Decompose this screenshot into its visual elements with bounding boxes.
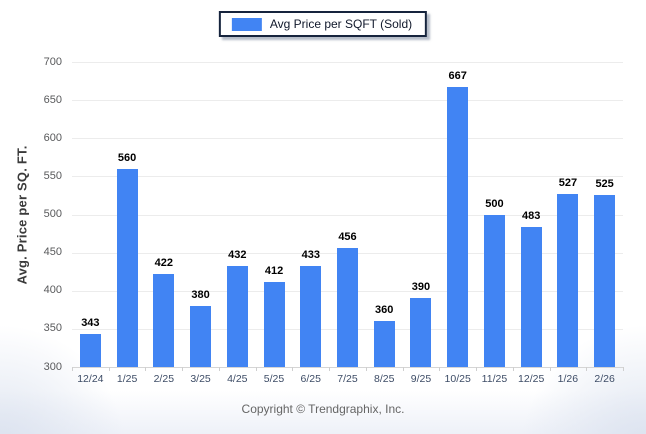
bar bbox=[373, 321, 395, 367]
bar bbox=[447, 87, 469, 367]
x-axis-tick-label: 1/26 bbox=[557, 373, 579, 385]
x-axis-tick-label: 2/25 bbox=[153, 373, 175, 385]
y-axis-tick-label: 300 bbox=[43, 360, 62, 373]
bar bbox=[226, 266, 248, 367]
bar-value-label: 527 bbox=[558, 176, 578, 189]
bar-value-label: 560 bbox=[117, 151, 137, 164]
x-axis-tick-label: 11/25 bbox=[481, 373, 508, 385]
bar bbox=[337, 248, 358, 367]
y-axis-tick-label: 500 bbox=[43, 208, 62, 220]
x-axis-tick-mark bbox=[108, 367, 110, 371]
x-axis-tick-mark bbox=[292, 367, 294, 371]
x-axis-tick-mark bbox=[218, 367, 220, 371]
x-axis-tick-mark bbox=[402, 367, 404, 371]
x-axis-line bbox=[72, 367, 623, 368]
x-axis-tick-mark bbox=[329, 367, 331, 371]
bar bbox=[263, 281, 285, 367]
x-axis-tick-label: 8/25 bbox=[374, 373, 395, 385]
bar-value-label: 390 bbox=[411, 281, 431, 294]
legend-label: Avg Price per SQFT (Sold) bbox=[269, 17, 413, 31]
bar bbox=[483, 214, 505, 367]
x-axis-tick-mark bbox=[512, 367, 514, 371]
x-axis-tick-mark bbox=[255, 367, 257, 371]
y-axis-tick-label: 550 bbox=[43, 169, 62, 182]
gridline bbox=[72, 62, 623, 63]
bar bbox=[300, 265, 322, 367]
y-axis-tick-label: 650 bbox=[43, 93, 62, 106]
x-axis-tick-label: 12/24 bbox=[77, 373, 104, 385]
bar bbox=[520, 227, 542, 367]
bar-value-label: 433 bbox=[301, 248, 320, 261]
copyright-text: Copyright © Trendgraphix, Inc. bbox=[241, 402, 405, 416]
x-axis-tick-label: 4/25 bbox=[227, 373, 248, 385]
bar bbox=[557, 193, 579, 367]
x-axis-tick-label: 5/25 bbox=[263, 373, 285, 385]
y-axis-tick-label: 450 bbox=[43, 246, 62, 259]
legend: Avg Price per SQFT (Sold) bbox=[218, 11, 428, 37]
bar-value-label: 483 bbox=[521, 210, 541, 223]
plot-area: 343 12/24 560 1/25 422 2/25 380 3/25 432 4/25 412 5… bbox=[72, 62, 624, 385]
gridline bbox=[72, 100, 623, 102]
bar bbox=[79, 334, 101, 367]
x-axis-tick-label: 9/25 bbox=[410, 373, 432, 385]
bar-value-label: 667 bbox=[448, 70, 467, 83]
y-axis-tick-label: 700 bbox=[43, 55, 62, 68]
bar bbox=[153, 273, 175, 367]
x-axis-tick-mark bbox=[549, 367, 551, 371]
x-axis-tick-label: 10/25 bbox=[444, 373, 471, 385]
bar-value-label: 360 bbox=[375, 304, 394, 317]
x-axis-tick-label: 12/25 bbox=[518, 373, 545, 385]
bar-value-label: 412 bbox=[264, 264, 284, 277]
bar bbox=[594, 195, 616, 367]
x-axis-tick-label: 7/25 bbox=[337, 373, 358, 385]
x-axis-tick-label: 1/25 bbox=[116, 373, 138, 385]
y-axis-tick-label: 350 bbox=[43, 322, 62, 335]
bar-value-label: 500 bbox=[485, 197, 504, 210]
x-axis-tick-mark bbox=[439, 367, 441, 371]
gridline bbox=[72, 138, 623, 140]
gridline bbox=[72, 176, 623, 178]
x-axis-tick-label: 2/26 bbox=[594, 373, 615, 385]
x-axis-tick-label: 3/25 bbox=[190, 373, 211, 385]
x-axis-tick-mark bbox=[586, 367, 588, 371]
x-axis-tick-label: 6/25 bbox=[300, 373, 321, 385]
bar-value-label: 422 bbox=[154, 256, 173, 269]
bar bbox=[190, 306, 212, 367]
x-axis-tick-mark bbox=[365, 367, 367, 371]
gridline bbox=[72, 214, 623, 216]
bar-value-label: 525 bbox=[595, 178, 614, 191]
y-axis-tick-label: 600 bbox=[43, 131, 62, 144]
bar bbox=[116, 168, 138, 367]
x-axis-tick-mark bbox=[145, 367, 147, 371]
y-axis-tick-label: 400 bbox=[43, 284, 62, 297]
legend-swatch-icon bbox=[231, 17, 262, 31]
bar bbox=[410, 298, 432, 367]
bar-value-label: 432 bbox=[228, 249, 247, 262]
x-axis-tick-mark bbox=[623, 367, 624, 371]
x-axis-tick-mark bbox=[476, 367, 478, 371]
x-axis-tick-mark bbox=[182, 367, 184, 371]
bar-value-label: 343 bbox=[81, 317, 100, 330]
bar-value-label: 380 bbox=[191, 289, 210, 301]
bar-value-label: 456 bbox=[338, 231, 357, 244]
x-axis-tick-mark bbox=[72, 367, 73, 371]
